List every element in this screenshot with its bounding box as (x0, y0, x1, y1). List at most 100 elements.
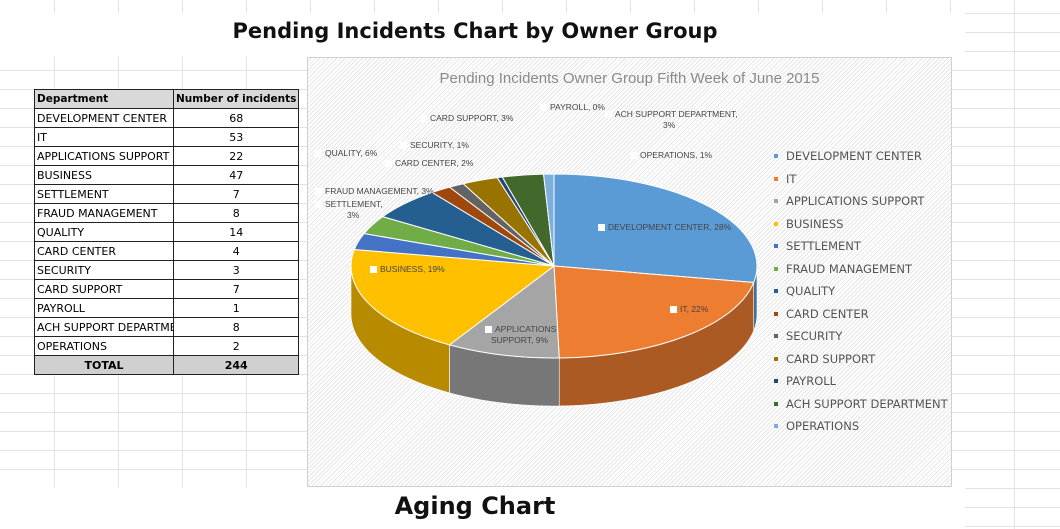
legend-label: ACH SUPPORT DEPARTMENT (786, 396, 948, 411)
department-cell[interactable]: OPERATIONS (34, 336, 174, 356)
department-cell[interactable]: APPLICATIONS SUPPORT (34, 146, 174, 166)
pie-slice[interactable] (553, 173, 758, 284)
count-cell[interactable]: 3 (172, 260, 300, 280)
svg-text:FRAUD MANAGEMENT, 3%: FRAUD MANAGEMENT, 3% (325, 186, 434, 196)
department-cell[interactable]: BUSINESS (34, 165, 174, 185)
pie-chart[interactable]: Pending Incidents Owner Group Fifth Week… (307, 57, 952, 487)
pie-slice[interactable] (448, 265, 560, 359)
legend-marker (774, 154, 778, 159)
data-label[interactable]: DEVELOPMENT CENTER, 28% (598, 222, 732, 232)
legend-label: BUSINESS (786, 216, 844, 231)
department-cell[interactable]: CARD CENTER (34, 241, 174, 261)
pie-slice[interactable] (350, 248, 556, 346)
legend-item[interactable]: FRAUD MANAGEMENT (774, 258, 948, 281)
department-cell[interactable]: PAYROLL (34, 298, 174, 318)
total-label[interactable]: TOTAL (34, 355, 174, 375)
department-cell[interactable]: ACH SUPPORT DEPARTMENT (34, 317, 174, 337)
legend-label: QUALITY (786, 284, 836, 299)
department-cell[interactable]: QUALITY (34, 222, 174, 242)
legend-label: FRAUD MANAGEMENT (786, 261, 912, 276)
table-row: SECURITY 3 (34, 260, 300, 280)
data-label[interactable]: SECURITY, 1% (400, 140, 469, 150)
svg-text:CARD SUPPORT, 3%: CARD SUPPORT, 3% (430, 113, 514, 123)
data-label[interactable]: PAYROLL, 0% (540, 102, 605, 112)
count-cell[interactable]: 4 (172, 241, 300, 261)
data-label[interactable]: QUALITY, 6% (315, 148, 378, 158)
data-label[interactable]: APPLICATIONS SUPPORT, 9% (485, 324, 557, 345)
count-cell[interactable]: 47 (172, 165, 300, 185)
count-cell[interactable]: 22 (172, 146, 300, 166)
data-label[interactable]: CARD SUPPORT, 3% (420, 113, 514, 123)
legend-marker (774, 311, 778, 316)
legend: DEVELOPMENT CENTER IT APPLICATIONS SUPPORT… (774, 145, 948, 438)
legend-item[interactable]: CARD CENTER (774, 303, 948, 326)
department-cell[interactable]: DEVELOPMENT CENTER (34, 108, 174, 128)
legend-label: SECURITY (786, 329, 843, 344)
legend-item[interactable]: APPLICATIONS SUPPORT (774, 190, 948, 213)
department-cell[interactable]: SECURITY (34, 260, 174, 280)
legend-label: CARD CENTER (786, 306, 869, 321)
count-cell[interactable]: 7 (172, 279, 300, 299)
department-cell[interactable]: CARD SUPPORT (34, 279, 174, 299)
table-row: IT 53 (34, 127, 300, 147)
legend-item[interactable]: OPERATIONS (774, 415, 948, 438)
legend-marker (774, 266, 778, 271)
count-cell[interactable]: 8 (172, 317, 300, 337)
count-cell[interactable]: 7 (172, 184, 300, 204)
data-label[interactable]: FRAUD MANAGEMENT, 3% (315, 186, 434, 196)
header-number[interactable]: Number of incidents (172, 89, 300, 109)
count-cell[interactable]: 1 (172, 298, 300, 318)
data-label[interactable]: OPERATIONS, 1% (630, 150, 713, 160)
svg-text:OPERATIONS, 1%: OPERATIONS, 1% (640, 150, 713, 160)
department-cell[interactable]: IT (34, 127, 174, 147)
legend-label: PAYROLL (786, 374, 837, 389)
svg-text:QUALITY, 6%: QUALITY, 6% (325, 148, 378, 158)
table-row: BUSINESS 47 (34, 165, 300, 185)
legend-marker (774, 334, 778, 339)
legend-item[interactable]: CARD SUPPORT (774, 348, 948, 371)
department-cell[interactable]: FRAUD MANAGEMENT (34, 203, 174, 223)
legend-item[interactable]: SECURITY (774, 325, 948, 348)
svg-text:CARD CENTER, 2%: CARD CENTER, 2% (395, 158, 474, 168)
count-cell[interactable]: 8 (172, 203, 300, 223)
incidents-table: Department Number of incidents DEVELOPME… (34, 89, 300, 375)
count-cell[interactable]: 68 (172, 108, 300, 128)
data-label[interactable]: CARD CENTER, 2% (385, 158, 474, 168)
table-row: DEVELOPMENT CENTER 68 (34, 108, 300, 128)
svg-text:DEVELOPMENT CENTER, 28%: DEVELOPMENT CENTER, 28% (608, 222, 732, 232)
count-cell[interactable]: 2 (172, 336, 300, 356)
data-label[interactable]: SETTLEMENT, 3% (315, 199, 383, 220)
svg-text:IT, 22%: IT, 22% (680, 304, 709, 314)
data-label[interactable]: IT, 22% (670, 304, 709, 314)
header-department[interactable]: Department (34, 89, 174, 109)
department-cell[interactable]: SETTLEMENT (34, 184, 174, 204)
pie-slice[interactable] (553, 265, 755, 359)
legend-label: IT (786, 171, 797, 186)
legend-item[interactable]: PAYROLL (774, 370, 948, 393)
table-row: CARD SUPPORT 7 (34, 279, 300, 299)
legend-marker (774, 289, 778, 294)
legend-item[interactable]: DEVELOPMENT CENTER (774, 145, 948, 168)
table-row: CARD CENTER 4 (34, 241, 300, 261)
data-label[interactable]: ACH SUPPORT DEPARTMENT, 3% (605, 109, 738, 130)
chart-title: Pending Incidents Owner Group Fifth Week… (439, 70, 820, 87)
pie-slice[interactable] (542, 173, 555, 267)
footer-band (0, 487, 965, 529)
table-header: Department Number of incidents (34, 89, 300, 109)
legend-marker (774, 424, 778, 429)
count-cell[interactable]: 53 (172, 127, 300, 147)
count-cell[interactable]: 14 (172, 222, 300, 242)
table-row: SETTLEMENT 7 (34, 184, 300, 204)
total-value[interactable]: 244 (172, 355, 300, 375)
aging-chart-title: Aging Chart (394, 492, 556, 520)
legend-label: OPERATIONS (786, 419, 860, 434)
table-row: OPERATIONS 2 (34, 336, 300, 356)
legend-item[interactable]: ACH SUPPORT DEPARTMENT (774, 393, 948, 416)
legend-item[interactable]: QUALITY (774, 280, 948, 303)
legend-item[interactable]: SETTLEMENT (774, 235, 948, 258)
legend-marker (774, 379, 778, 384)
legend-item[interactable]: IT (774, 168, 948, 191)
legend-item[interactable]: BUSINESS (774, 213, 948, 236)
data-label[interactable]: BUSINESS, 19% (370, 264, 445, 274)
